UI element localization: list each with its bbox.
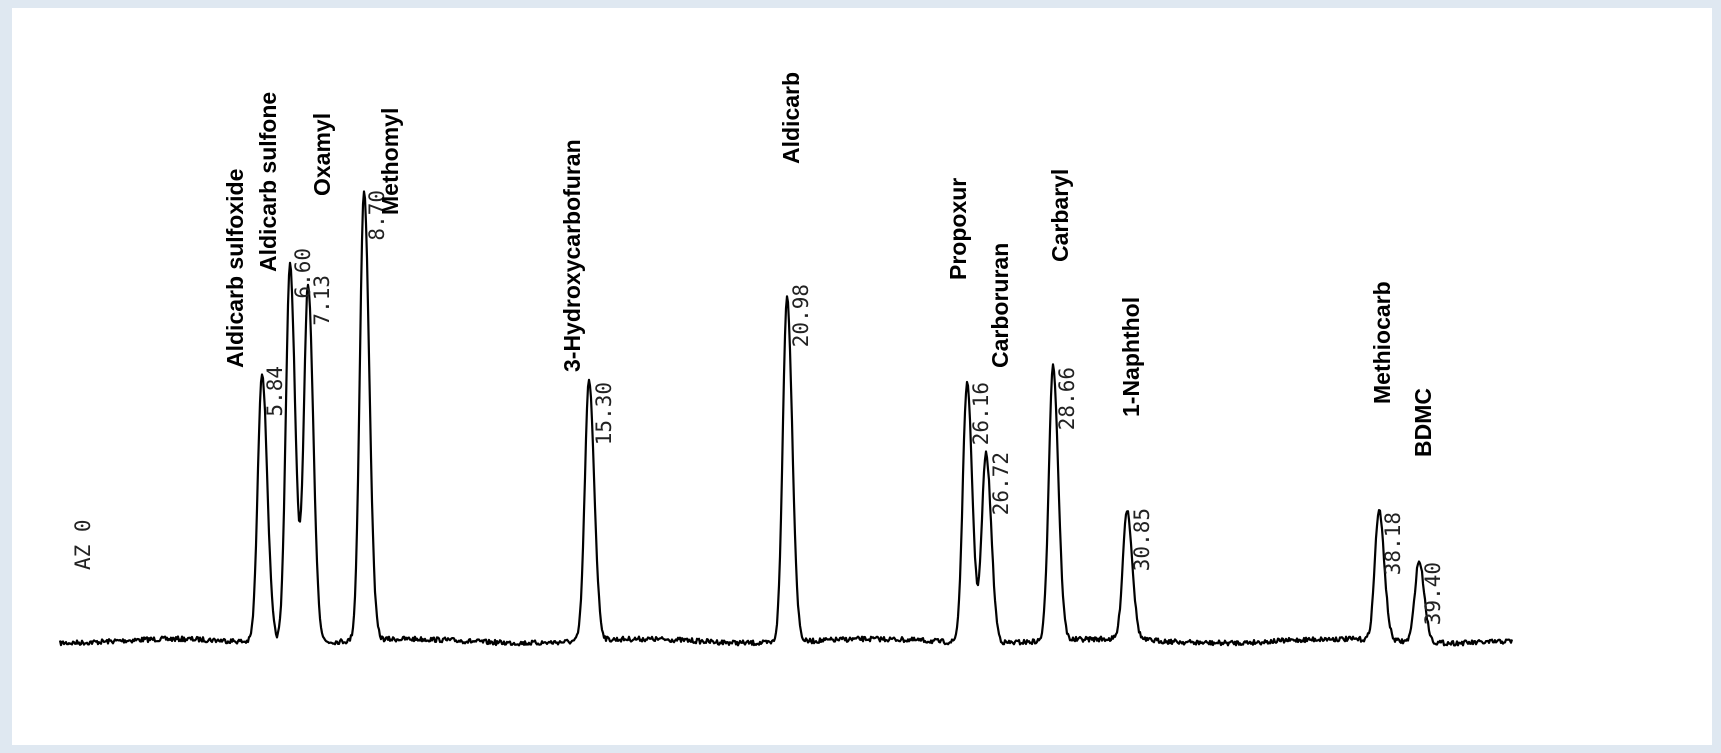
compound-label: Carbaryl <box>1047 169 1073 262</box>
compound-label: 3-Hydroxycarbofuran <box>559 139 585 372</box>
rt-label: 26.16 <box>969 382 993 445</box>
compound-label: Methomyl <box>377 108 403 215</box>
az-label: AZ 0 <box>71 519 95 570</box>
rt-label: 7.13 <box>310 275 334 326</box>
chromatogram-trace <box>58 190 1514 647</box>
compound-label: Carboruran <box>987 243 1013 368</box>
compound-label: Aldicarb sulfoxide <box>222 169 248 368</box>
compound-label: Aldicarb <box>778 72 804 164</box>
retention-time-labels: 5.84 6.607.13 8.70 15.30 20.98 26.16 26.72 28.6… <box>263 190 1445 625</box>
compound-labels: Aldicarb sulfoxide Aldicarb sulfone Oxamyl… <box>222 72 1436 457</box>
compound-label: Methiocarb <box>1369 281 1395 404</box>
rt-label: 5.84 <box>263 366 287 417</box>
rt-label: 26.72 <box>989 452 1013 515</box>
rt-label: 38.18 <box>1381 512 1405 575</box>
compound-label: 1-Naphthol <box>1118 297 1144 417</box>
rt-label: 28.66 <box>1055 367 1079 430</box>
rt-label: 39.40 <box>1421 562 1445 625</box>
rt-label: 15.30 <box>592 382 616 445</box>
compound-label: BDMC <box>1410 388 1436 457</box>
rt-label: 30.85 <box>1130 508 1154 571</box>
compound-label: Propoxur <box>945 178 971 280</box>
rt-label: 6.60 <box>291 248 315 299</box>
rt-label: 8.70 <box>365 190 389 241</box>
compound-label: Aldicarb sulfone <box>255 92 281 272</box>
compound-label: Oxamyl <box>309 113 335 196</box>
rt-label: 20.98 <box>789 284 813 347</box>
